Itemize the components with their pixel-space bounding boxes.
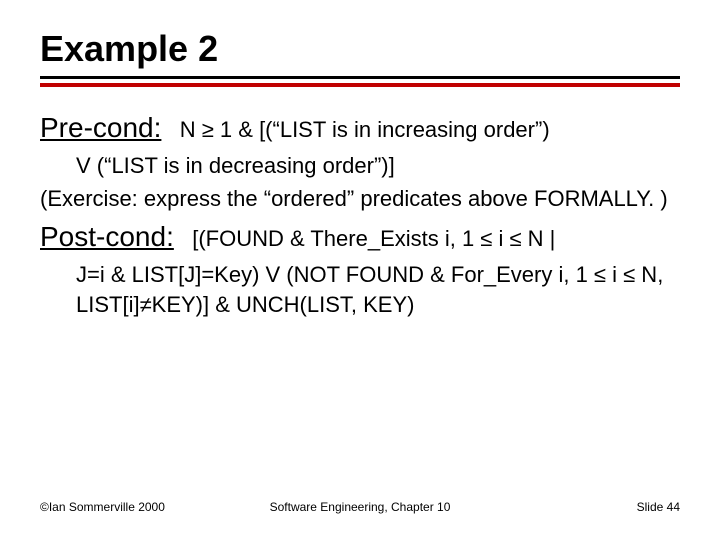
precond-exercise-text: (Exercise: express the “ordered” predica… <box>40 184 668 214</box>
postcond-line1-tail: [(FOUND & There_Exists i, 1 ≤ i ≤ N | <box>192 226 555 251</box>
accent-bar <box>40 83 680 87</box>
precond-label: Pre-cond: <box>40 112 161 143</box>
precond-line1: Pre-cond: N ≥ 1 & [(“LIST is in increasi… <box>40 109 680 147</box>
postcond-line1: Post-cond: [(FOUND & There_Exists i, 1 ≤… <box>40 218 680 256</box>
slide: Example 2 Pre-cond: N ≥ 1 & [(“LIST is i… <box>0 0 720 540</box>
footer: ©Ian Sommerville 2000 Software Engineeri… <box>40 500 680 514</box>
postcond-label: Post-cond: <box>40 221 174 252</box>
footer-right: Slide 44 <box>637 500 680 514</box>
footer-center: Software Engineering, Chapter 10 <box>270 500 451 514</box>
precond-exercise: (Exercise: express the “ordered” predica… <box>40 184 680 214</box>
postcond-rest: J=i & LIST[J]=Key) V (NOT FOUND & For_Ev… <box>40 260 680 319</box>
footer-left: ©Ian Sommerville 2000 <box>40 500 165 514</box>
precond-line2: V (“LIST is in decreasing order”)] <box>40 151 680 181</box>
title-rule <box>40 76 680 79</box>
slide-title: Example 2 <box>40 28 680 70</box>
precond-line1-tail: N ≥ 1 & [(“LIST is in increasing order”) <box>180 117 550 142</box>
